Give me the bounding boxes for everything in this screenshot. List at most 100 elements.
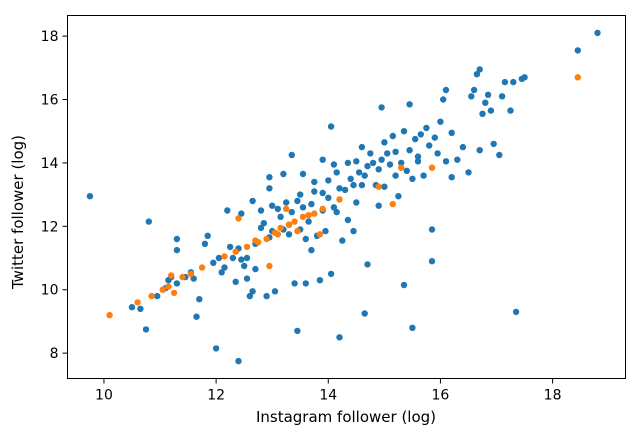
point-blue-21 xyxy=(215,254,223,262)
point-blue-1 xyxy=(128,304,136,311)
point-blue-116 xyxy=(395,193,402,200)
point-blue-136 xyxy=(440,96,447,103)
point-blue-72 xyxy=(316,277,324,284)
point-orange-28 xyxy=(316,231,324,238)
point-blue-137 xyxy=(442,86,450,94)
point-orange-12 xyxy=(235,215,242,222)
point-orange-8 xyxy=(187,270,195,278)
point-blue-57 xyxy=(291,280,298,287)
point-blue-58 xyxy=(294,197,301,205)
point-blue-128 xyxy=(420,172,427,179)
point-blue-70 xyxy=(311,178,318,186)
point-blue-160 xyxy=(521,74,528,81)
point-blue-101 xyxy=(364,162,371,170)
point-orange-2 xyxy=(148,292,155,300)
point-blue-149 xyxy=(482,99,489,106)
point-blue-98 xyxy=(361,172,368,179)
point-blue-15 xyxy=(193,313,200,320)
points-layer xyxy=(86,29,601,365)
y-tick-label-12: 12 xyxy=(41,219,59,235)
point-blue-49 xyxy=(277,213,284,220)
point-blue-154 xyxy=(498,93,506,100)
point-blue-152 xyxy=(490,140,497,148)
point-blue-87 xyxy=(341,186,349,194)
point-blue-122 xyxy=(406,147,413,154)
point-blue-153 xyxy=(496,151,503,159)
x-tick-label-14: 14 xyxy=(319,388,337,404)
point-blue-25 xyxy=(226,243,234,251)
point-blue-76 xyxy=(325,177,332,184)
point-blue-162 xyxy=(594,29,601,37)
point-blue-61 xyxy=(297,191,304,198)
point-blue-120 xyxy=(403,167,410,174)
point-blue-92 xyxy=(350,181,357,189)
point-blue-75 xyxy=(322,227,329,235)
point-blue-47 xyxy=(271,288,279,295)
point-orange-34 xyxy=(428,164,436,171)
point-blue-103 xyxy=(369,159,377,167)
point-orange-10 xyxy=(221,253,228,260)
point-orange-0 xyxy=(106,311,113,319)
point-blue-64 xyxy=(302,235,309,243)
point-blue-115 xyxy=(392,172,399,179)
point-orange-27 xyxy=(311,210,318,217)
point-blue-118 xyxy=(400,281,408,289)
point-blue-142 xyxy=(459,143,467,151)
point-blue-55 xyxy=(288,208,295,216)
point-blue-35 xyxy=(246,292,253,300)
y-axis: 8 10 12 14 16 18 xyxy=(41,29,68,362)
point-blue-68 xyxy=(308,200,315,208)
point-orange-5 xyxy=(168,272,175,279)
point-orange-29 xyxy=(319,205,326,213)
point-blue-119 xyxy=(400,128,408,135)
point-blue-56 xyxy=(288,151,295,159)
point-blue-33 xyxy=(243,254,251,262)
point-orange-30 xyxy=(336,196,343,203)
point-orange-21 xyxy=(283,205,290,213)
point-blue-32 xyxy=(241,262,248,270)
point-blue-4 xyxy=(145,218,152,225)
point-blue-157 xyxy=(510,78,517,86)
point-blue-86 xyxy=(339,237,346,244)
point-orange-26 xyxy=(305,212,312,219)
point-blue-143 xyxy=(465,169,472,176)
point-blue-69 xyxy=(311,188,318,195)
point-orange-19 xyxy=(274,231,281,238)
point-blue-111 xyxy=(384,150,391,157)
point-blue-26 xyxy=(229,254,237,262)
point-orange-7 xyxy=(179,273,186,281)
point-blue-145 xyxy=(470,86,478,94)
x-tick-label-16: 16 xyxy=(432,388,450,404)
point-orange-35 xyxy=(574,74,581,81)
point-blue-106 xyxy=(375,166,382,173)
point-blue-105 xyxy=(375,202,382,209)
point-orange-13 xyxy=(243,243,251,251)
point-blue-167 xyxy=(319,156,326,163)
point-blue-14 xyxy=(190,275,197,282)
point-blue-93 xyxy=(353,158,360,165)
point-blue-91 xyxy=(350,227,357,235)
point-blue-146 xyxy=(473,71,481,78)
point-blue-22 xyxy=(218,269,225,276)
point-blue-16 xyxy=(196,296,203,303)
point-orange-24 xyxy=(294,227,301,235)
point-blue-0 xyxy=(86,193,94,200)
point-blue-20 xyxy=(212,345,220,352)
x-axis-label: Instagram follower (log) xyxy=(256,408,436,426)
point-blue-59 xyxy=(294,327,301,335)
point-blue-112 xyxy=(386,161,394,168)
point-orange-1 xyxy=(134,299,141,306)
point-blue-134 xyxy=(434,150,441,157)
point-blue-29 xyxy=(235,357,242,365)
point-blue-88 xyxy=(344,216,352,224)
y-axis-label: Twitter follower (log) xyxy=(9,135,27,290)
x-tick-label-18: 18 xyxy=(544,388,562,404)
point-blue-147 xyxy=(476,147,483,154)
point-blue-163 xyxy=(476,66,483,73)
point-blue-113 xyxy=(389,132,396,140)
point-blue-141 xyxy=(454,156,461,163)
point-blue-48 xyxy=(274,205,281,213)
point-blue-83 xyxy=(333,169,340,176)
point-blue-77 xyxy=(325,194,332,201)
point-blue-164 xyxy=(414,158,422,165)
